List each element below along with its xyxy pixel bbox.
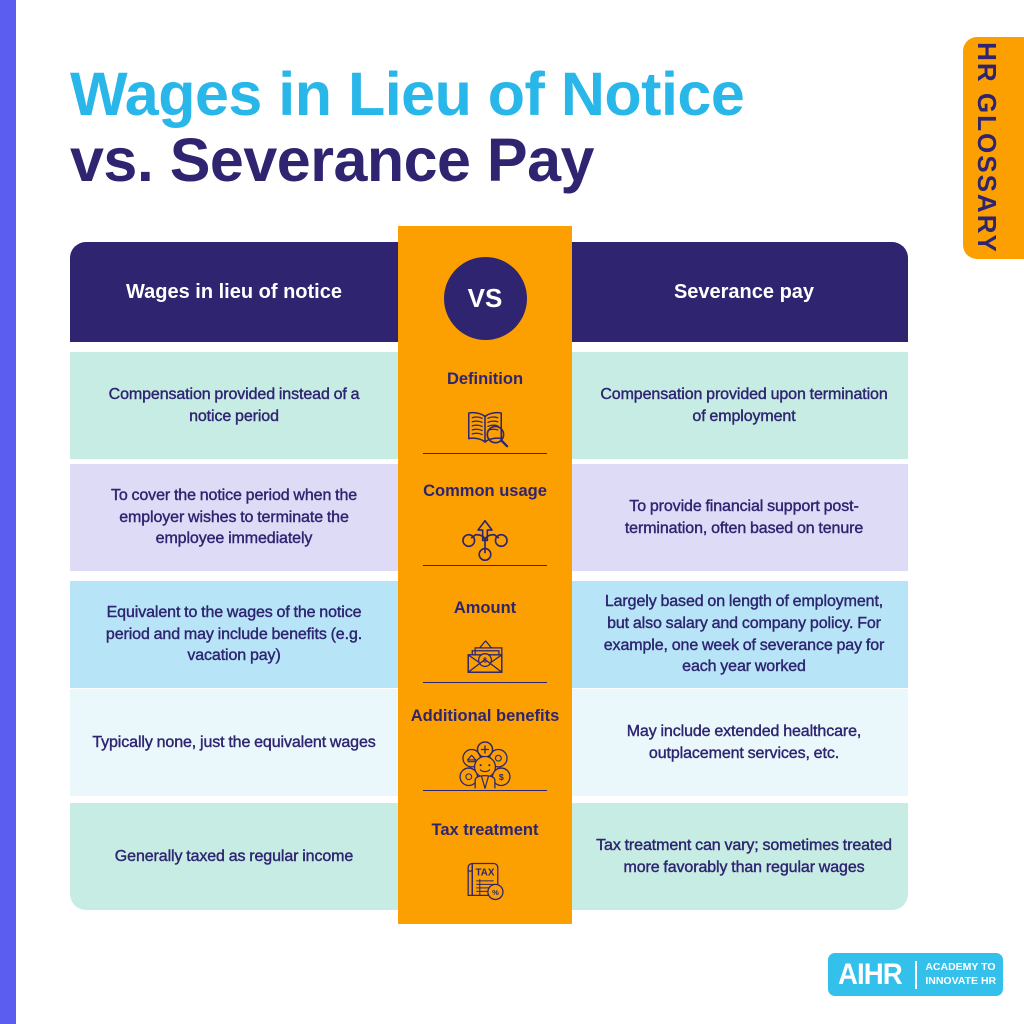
svg-text:TAX: TAX — [476, 868, 495, 879]
svg-text:$: $ — [499, 772, 504, 782]
svg-text:%: % — [492, 888, 499, 897]
